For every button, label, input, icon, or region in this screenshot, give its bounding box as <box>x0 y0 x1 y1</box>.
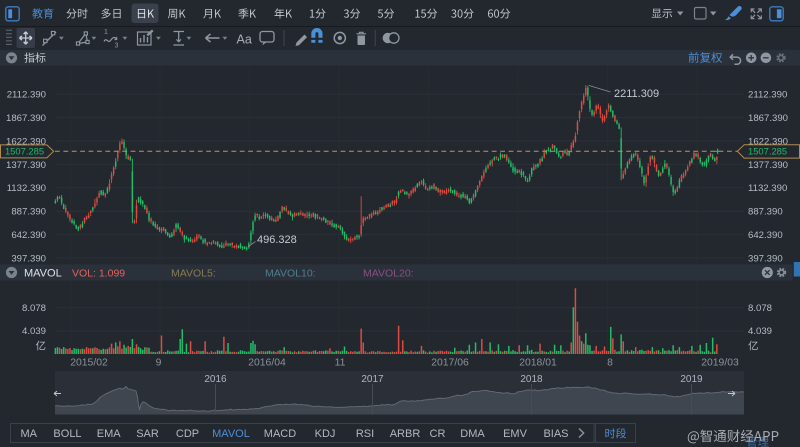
svg-text:ARBR: ARBR <box>390 428 421 440</box>
svg-text:MACD: MACD <box>264 428 296 440</box>
svg-text:4.039: 4.039 <box>748 326 772 337</box>
svg-text:8: 8 <box>607 358 613 369</box>
svg-text:MAVOL10:: MAVOL10: <box>265 267 316 279</box>
svg-text:BOLL: BOLL <box>53 428 81 440</box>
svg-text:1507.285: 1507.285 <box>748 146 787 157</box>
svg-text:1507.285: 1507.285 <box>5 146 44 157</box>
svg-text:MAVOL: MAVOL <box>24 268 62 280</box>
svg-text:397.390: 397.390 <box>748 253 783 264</box>
svg-text:RSI: RSI <box>356 428 374 440</box>
svg-text:1867.390: 1867.390 <box>6 113 46 124</box>
svg-text:496.328: 496.328 <box>257 234 297 246</box>
svg-text:MAVOL20:: MAVOL20: <box>363 267 414 279</box>
svg-text:1377.390: 1377.390 <box>6 160 46 171</box>
svg-text:642.390: 642.390 <box>748 230 783 241</box>
svg-text:CDP: CDP <box>176 428 199 440</box>
svg-text:2018: 2018 <box>520 374 543 385</box>
svg-text:1132.390: 1132.390 <box>7 183 46 194</box>
svg-text:1622.390: 1622.390 <box>748 136 788 147</box>
svg-text:2018/01: 2018/01 <box>519 358 557 369</box>
svg-text:MAVOL: MAVOL <box>212 428 250 440</box>
svg-text:1622.390: 1622.390 <box>6 136 46 147</box>
svg-text:3: 3 <box>115 43 119 50</box>
svg-text:887.390: 887.390 <box>748 207 783 218</box>
svg-text:DMA: DMA <box>460 428 485 440</box>
svg-text:2017: 2017 <box>361 374 384 385</box>
svg-text:MAVOL5:: MAVOL5: <box>171 267 216 279</box>
svg-text:2015/02: 2015/02 <box>70 358 108 369</box>
svg-text:11: 11 <box>335 358 346 369</box>
svg-text:8.078: 8.078 <box>22 303 46 314</box>
svg-text:2019: 2019 <box>680 374 703 385</box>
svg-text:EMA: EMA <box>97 428 122 440</box>
svg-text:2017/06: 2017/06 <box>431 358 469 369</box>
svg-text:2211.309: 2211.309 <box>614 88 659 100</box>
svg-text:2016: 2016 <box>204 374 227 385</box>
svg-text:2016/04: 2016/04 <box>248 358 286 369</box>
svg-text:1: 1 <box>104 29 108 36</box>
svg-text:4.039: 4.039 <box>22 326 46 337</box>
svg-text:642.390: 642.390 <box>11 230 46 241</box>
svg-text:2112.390: 2112.390 <box>748 90 787 101</box>
svg-text:EMV: EMV <box>503 428 528 440</box>
svg-text:KDJ: KDJ <box>315 428 336 440</box>
svg-text:CR: CR <box>430 428 446 440</box>
svg-text:8.078: 8.078 <box>748 303 772 314</box>
svg-text:1867.390: 1867.390 <box>748 113 788 124</box>
svg-text:887.390: 887.390 <box>11 207 46 218</box>
svg-text:1132.390: 1132.390 <box>748 183 787 194</box>
svg-text:Aa: Aa <box>237 33 252 47</box>
svg-text:2019/03: 2019/03 <box>701 358 739 369</box>
svg-text:397.390: 397.390 <box>11 253 46 264</box>
svg-text:SAR: SAR <box>136 428 159 440</box>
svg-text:VOL: 1.099: VOL: 1.099 <box>72 267 125 279</box>
svg-text:9: 9 <box>156 358 162 369</box>
svg-text:1377.390: 1377.390 <box>748 160 788 171</box>
svg-text:2112.390: 2112.390 <box>7 90 46 101</box>
svg-text:MA: MA <box>20 428 37 440</box>
svg-text:BIAS: BIAS <box>543 428 568 440</box>
